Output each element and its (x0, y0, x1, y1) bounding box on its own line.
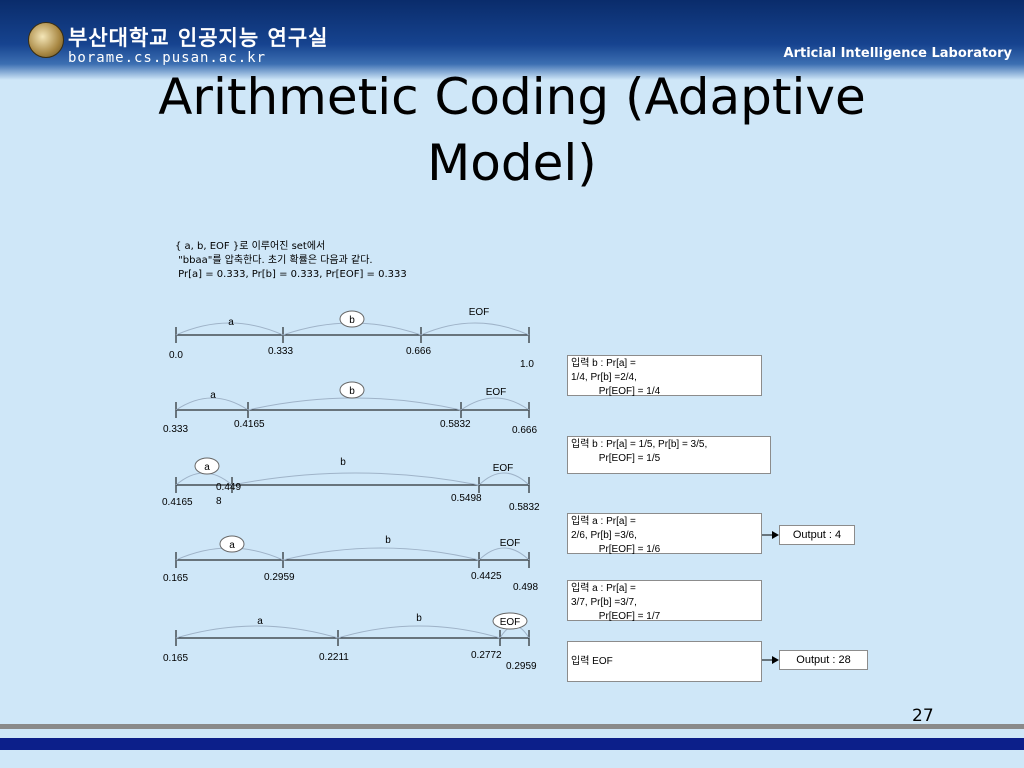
box-line: Pr[EOF] = 1/4 (571, 386, 661, 397)
box-line: 2/6, Pr[b] =3/6, (571, 530, 637, 541)
segment-label: b (385, 535, 391, 546)
tick-label: 0.333 (268, 346, 293, 357)
header-banner: 부산대학교 인공지능 연구실 borame.cs.pusan.ac.kr Art… (0, 0, 1024, 80)
university-url: borame.cs.pusan.ac.kr (68, 50, 267, 66)
tick-label: 0.5832 (440, 419, 471, 430)
tick-label: 0.666 (512, 425, 537, 436)
segment-arc (247, 397, 462, 411)
probability-box-2: 입력 b : Pr[a] = 1/5, Pr[b] = 3/5, Pr[EOF]… (567, 436, 771, 474)
selected-oval (219, 535, 245, 553)
segment-arc (337, 625, 501, 639)
segment-label: a (257, 616, 263, 627)
footer-gap (0, 729, 1024, 738)
tick-label: 0.165 (163, 573, 188, 584)
intro-text: { a, b, EOF }로 이루어진 set에서 "bbaa"를 압축한다. … (175, 240, 407, 282)
footer-bar-grey (0, 724, 1024, 729)
tick-label: 8 (216, 496, 222, 507)
output-box-1: Output : 4 (779, 525, 855, 545)
segment-label: EOF (500, 538, 521, 549)
selected-oval (339, 381, 365, 399)
tick-label: 0.4425 (471, 571, 502, 582)
segment-arc (175, 397, 249, 411)
segment-label: EOF (469, 307, 490, 318)
box-line: 3/7, Pr[b] =3/7, (571, 597, 637, 608)
tick-label: 1.0 (520, 359, 534, 370)
segment-label: EOF (486, 387, 507, 398)
segment-label: b (349, 386, 355, 397)
selected-oval (339, 310, 365, 328)
intro-line: "bbaa"를 압축한다. 초기 확률은 다음과 같다. (175, 255, 373, 266)
university-logo-icon (28, 22, 64, 58)
segment-arc (460, 397, 530, 411)
slide-title: Arithmetic Coding (Adaptive Model) (60, 64, 964, 196)
intro-line: { a, b, EOF }로 이루어진 set에서 (175, 241, 326, 252)
box-line: 입력 a : Pr[a] = (571, 583, 636, 594)
segment-label: a (229, 540, 235, 551)
title-line-2: Model) (427, 134, 597, 192)
intro-line: Pr[a] = 0.333, Pr[b] = 0.333, Pr[EOF] = … (175, 269, 407, 280)
selected-oval (194, 457, 220, 475)
tick-label: 0.498 (513, 582, 538, 593)
footer-bar-blue (0, 738, 1024, 750)
box-line: 입력 EOF (571, 656, 613, 667)
lab-name: Articial Intelligence Laboratory (783, 46, 1012, 61)
tick-label: 0.4165 (234, 419, 265, 430)
box-line: Pr[EOF] = 1/5 (571, 453, 661, 464)
arrow-head-icon (772, 656, 779, 664)
tick-label: 0.4165 (162, 497, 193, 508)
segment-label: b (340, 457, 346, 468)
segment-arc (478, 472, 530, 486)
box-line: 입력 a : Pr[a] = (571, 516, 636, 527)
segment-label: a (228, 317, 234, 328)
segment-label: EOF (500, 617, 521, 628)
selected-oval (492, 612, 528, 630)
probability-box-5: 입력 EOF (567, 641, 762, 682)
tick-label: 0.2959 (264, 572, 295, 583)
tick-label: 0.2211 (319, 652, 349, 663)
tick-label: 0.2772 (471, 650, 502, 661)
box-line: 입력 b : Pr[a] = 1/5, Pr[b] = 3/5, (571, 439, 708, 450)
probability-box-1: 입력 b : Pr[a] = 1/4, Pr[b] =2/4, Pr[EOF] … (567, 355, 762, 397)
box-line: Pr[EOF] = 1/6 (571, 544, 661, 555)
tick-label: 0.333 (163, 424, 188, 435)
probability-box-4: 입력 a : Pr[a] = 3/7, Pr[b] =3/7, Pr[EOF] … (567, 580, 762, 622)
box-line: 1/4, Pr[b] =2/4, (571, 372, 637, 383)
tick-label: 0.5498 (451, 493, 482, 504)
tick-label: 0.666 (406, 346, 431, 357)
arrow-head-icon (772, 531, 779, 539)
segment-label: b (416, 613, 422, 624)
segment-arc (478, 547, 530, 561)
tick-label: 0.0 (169, 350, 183, 361)
probability-box-3: 입력 a : Pr[a] = 2/6, Pr[b] =3/6, Pr[EOF] … (567, 513, 762, 555)
title-line-1: Arithmetic Coding (Adaptive (158, 68, 866, 126)
segment-arc (420, 322, 530, 336)
box-line: 입력 b : Pr[a] = (571, 358, 636, 369)
university-name: 부산대학교 인공지능 연구실 (68, 26, 329, 50)
segment-label: a (204, 462, 210, 473)
tick-label: 0.165 (163, 653, 188, 664)
segment-arc (175, 322, 284, 336)
segment-arc (282, 547, 480, 561)
segment-label: EOF (493, 463, 514, 474)
tick-label: 0.5832 (509, 502, 540, 513)
tick-label: 0.2959 (506, 661, 537, 672)
segment-arc (231, 472, 480, 486)
page-number: 27 (912, 706, 934, 726)
output-box-2: Output : 28 (779, 650, 868, 670)
segment-label: a (210, 390, 216, 401)
segment-label: b (349, 315, 355, 326)
segment-arc (175, 625, 339, 639)
tick-label: 0.449 (216, 482, 241, 493)
box-line: Pr[EOF] = 1/7 (571, 611, 661, 622)
